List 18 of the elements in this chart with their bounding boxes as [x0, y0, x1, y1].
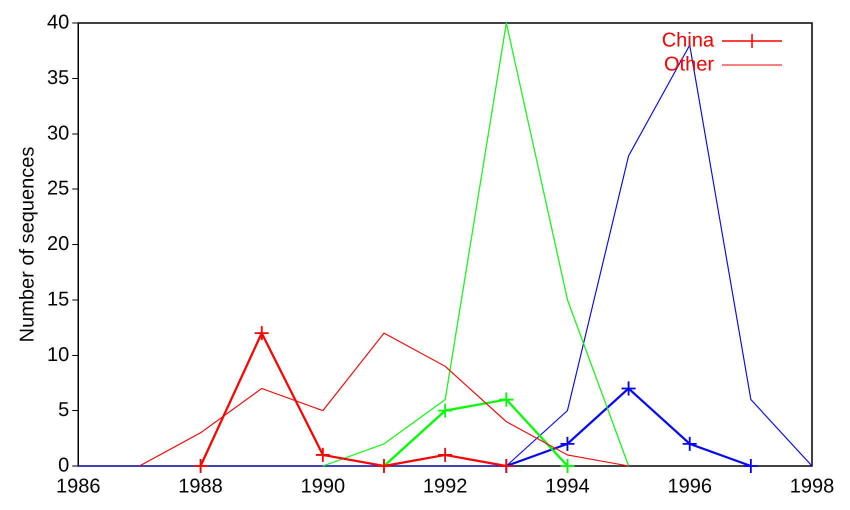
x-tick-label: 1992 — [422, 476, 468, 498]
x-tick-label: 1990 — [300, 476, 346, 498]
x-tick-label: 1988 — [178, 476, 223, 498]
x-tick-label: 1996 — [667, 476, 712, 498]
y-tick-label: 15 — [46, 288, 70, 310]
y-tick-label: 0 — [58, 454, 70, 477]
y-axis-title: Number of sequences — [16, 146, 39, 342]
y-tick-label: 30 — [46, 122, 70, 144]
y-tick-label: 10 — [46, 344, 70, 366]
legend-label: China — [662, 30, 715, 52]
y-tick-label: 20 — [46, 233, 70, 256]
x-tick-label: 1994 — [545, 476, 590, 498]
y-tick-label: 40 — [46, 12, 70, 34]
x-tick-label: 1986 — [56, 476, 100, 498]
x-tick-label: 1998 — [790, 476, 834, 498]
y-tick-label: 25 — [46, 178, 70, 200]
y-tick-label: 5 — [58, 399, 70, 422]
y-tick-label: 35 — [46, 66, 70, 89]
